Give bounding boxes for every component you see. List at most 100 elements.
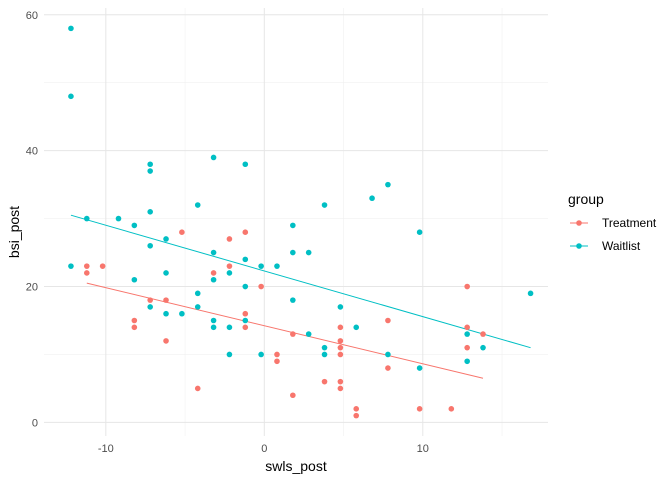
point-treatment	[147, 297, 153, 303]
point-treatment	[337, 344, 344, 351]
point-waitlist	[226, 324, 233, 331]
y-tick-label: 40	[26, 146, 38, 158]
y-tick-label: 0	[32, 417, 38, 429]
point-waitlist	[68, 93, 74, 100]
legend-label-treatment: Treatment	[602, 216, 657, 230]
point-treatment	[353, 406, 360, 412]
point-treatment	[226, 263, 233, 269]
point-waitlist	[210, 276, 217, 283]
x-tick-label: 0	[261, 443, 267, 455]
point-waitlist	[290, 222, 296, 229]
point-waitlist	[163, 236, 169, 242]
point-waitlist	[242, 283, 249, 290]
point-treatment	[416, 406, 423, 412]
x-axis-title: swls_post	[265, 458, 327, 474]
point-treatment	[179, 229, 185, 235]
point-waitlist	[321, 351, 328, 358]
point-waitlist	[416, 229, 423, 235]
point-waitlist	[115, 215, 122, 222]
point-treatment	[337, 385, 344, 392]
point-waitlist	[147, 209, 153, 215]
point-waitlist	[242, 256, 249, 263]
point-treatment	[163, 297, 169, 303]
point-treatment	[242, 229, 249, 235]
y-axis-title: bsi_post	[6, 206, 22, 258]
point-waitlist	[305, 331, 312, 337]
point-waitlist	[290, 249, 296, 256]
point-treatment	[385, 317, 391, 324]
point-waitlist	[131, 276, 138, 283]
point-waitlist	[258, 351, 264, 358]
point-waitlist	[131, 222, 138, 229]
point-treatment	[83, 270, 90, 276]
point-waitlist	[258, 263, 264, 269]
point-treatment	[337, 324, 344, 331]
legend-label-waitlist: Waitlist	[602, 239, 641, 253]
point-waitlist	[464, 358, 470, 365]
point-treatment	[448, 406, 455, 412]
point-treatment	[464, 344, 470, 351]
point-waitlist	[226, 351, 233, 358]
point-treatment	[210, 270, 217, 276]
y-axis-ticks: 0 20 40 60	[26, 10, 38, 430]
point-treatment	[480, 331, 486, 337]
point-treatment	[242, 324, 249, 331]
point-waitlist	[194, 202, 201, 208]
regression-lines	[70, 214, 531, 379]
point-waitlist	[226, 270, 233, 276]
point-waitlist	[274, 263, 280, 269]
point-waitlist	[210, 249, 217, 256]
x-axis-ticks: -10 0 10	[98, 443, 429, 455]
point-waitlist	[321, 202, 328, 208]
point-waitlist	[305, 249, 312, 256]
point-waitlist	[464, 331, 470, 337]
fit-line-waitlist	[70, 214, 531, 349]
point-waitlist	[210, 324, 217, 331]
point-treatment	[131, 324, 138, 331]
x-tick-label: 10	[417, 443, 429, 455]
point-waitlist	[290, 297, 296, 303]
point-waitlist	[242, 161, 249, 168]
point-treatment	[464, 283, 470, 290]
point-waitlist	[68, 263, 74, 269]
point-treatment	[83, 263, 90, 269]
point-treatment	[99, 263, 106, 269]
point-treatment	[226, 236, 233, 242]
y-tick-label: 20	[26, 282, 38, 294]
point-treatment	[274, 351, 280, 358]
legend-item-treatment: Treatment	[570, 216, 657, 230]
point-waitlist	[147, 242, 153, 249]
grid-lines	[44, 8, 548, 436]
point-treatment	[242, 310, 249, 317]
point-waitlist	[416, 365, 423, 371]
legend-item-waitlist: Waitlist	[570, 239, 641, 253]
point-waitlist	[147, 161, 153, 168]
point-waitlist	[179, 310, 185, 317]
point-waitlist	[210, 317, 217, 324]
point-treatment	[290, 392, 296, 399]
x-tick-label: -10	[98, 443, 114, 455]
point-treatment	[321, 378, 328, 385]
point-waitlist	[480, 344, 486, 351]
point-waitlist	[242, 317, 249, 324]
point-waitlist	[337, 304, 344, 310]
point-treatment	[337, 378, 344, 385]
point-waitlist	[68, 25, 74, 32]
point-treatment	[258, 283, 264, 290]
point-treatment	[464, 324, 470, 331]
point-treatment	[274, 358, 280, 365]
point-waitlist	[321, 344, 328, 351]
point-waitlist	[163, 270, 169, 276]
point-waitlist	[369, 195, 375, 202]
fit-line-treatment	[86, 282, 484, 379]
point-waitlist	[385, 181, 391, 188]
point-treatment	[163, 338, 169, 344]
point-waitlist	[147, 168, 153, 174]
legend: group Treatment Waitlist	[568, 191, 657, 253]
point-waitlist	[353, 324, 360, 331]
point-waitlist	[194, 304, 201, 310]
y-tick-label: 60	[26, 10, 38, 22]
point-treatment	[385, 365, 391, 371]
point-waitlist	[147, 304, 153, 310]
